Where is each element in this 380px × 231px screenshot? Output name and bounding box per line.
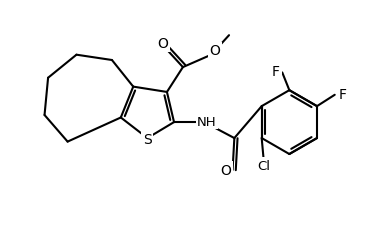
Text: NH: NH [197, 116, 217, 128]
Text: S: S [143, 133, 152, 146]
Text: O: O [220, 163, 231, 177]
Text: O: O [157, 37, 168, 51]
Text: Cl: Cl [258, 159, 271, 172]
Text: F: F [272, 65, 280, 79]
Text: F: F [339, 87, 347, 101]
Text: O: O [209, 44, 220, 58]
